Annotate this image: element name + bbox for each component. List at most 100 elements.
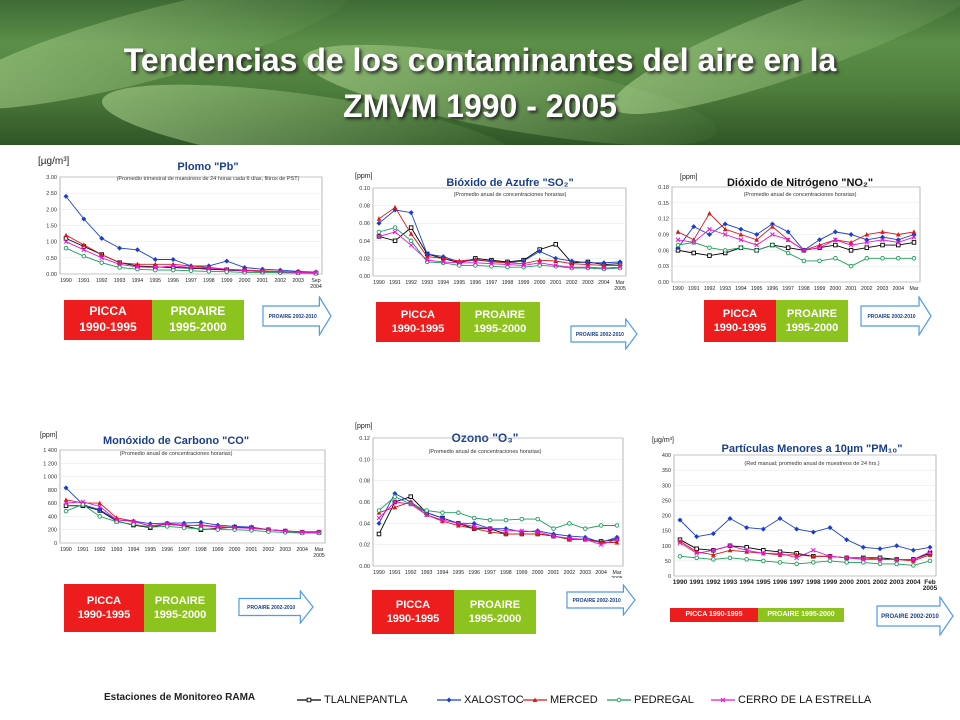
x-tick-label: 1993 xyxy=(719,286,731,292)
data-point xyxy=(911,234,917,240)
x-tick-label: 2002 xyxy=(263,547,275,553)
data-point xyxy=(535,531,540,536)
data-point xyxy=(848,248,854,253)
series-line xyxy=(679,517,931,551)
proaire-2002-2010-arrow: PROAIRE 2002-2010 xyxy=(262,296,332,336)
data-point xyxy=(521,258,527,264)
legend-item-pedregal: PEDREGAL xyxy=(606,694,694,706)
data-point xyxy=(532,697,538,703)
legend-item-xalostoc: XALOSTOC xyxy=(436,694,524,706)
data-point xyxy=(722,248,728,253)
x-tick-label: 1992 xyxy=(704,286,716,292)
data-point xyxy=(487,517,493,523)
data-point xyxy=(675,237,681,243)
x-tick-label: 1997 xyxy=(178,547,190,553)
data-point xyxy=(503,517,509,523)
data-point xyxy=(63,497,69,502)
x-tick-label: 1996 xyxy=(167,278,179,284)
data-point xyxy=(833,255,838,261)
x-tick-label: 1996 xyxy=(161,547,173,553)
data-point xyxy=(519,516,525,522)
data-point xyxy=(170,256,176,262)
data-point xyxy=(392,490,398,496)
x-tick-label: 1999 xyxy=(518,280,530,286)
series-line xyxy=(677,228,915,251)
data-point xyxy=(744,557,749,562)
data-point xyxy=(827,558,833,564)
chart-pm10: Partículas Menores a 10µm "PM₁₀" (Red man… xyxy=(652,437,938,592)
proaire-box: PROAIRE 1995-2000 xyxy=(144,584,216,632)
data-point xyxy=(440,259,446,265)
arrow-label: PROAIRE 2002-2010 xyxy=(247,605,295,611)
y-tick-label: 0.06 xyxy=(359,221,370,227)
series-line xyxy=(378,206,620,266)
data-point xyxy=(503,526,509,532)
data-point xyxy=(754,237,759,242)
data-point xyxy=(215,524,221,530)
data-point xyxy=(911,563,916,568)
unit-label: [ppm] xyxy=(40,432,58,439)
data-point xyxy=(582,536,588,542)
arrow-shape xyxy=(876,596,954,636)
data-point xyxy=(844,555,850,561)
data-point xyxy=(675,229,681,234)
x-tick-label: 1997 xyxy=(484,570,496,576)
data-point xyxy=(677,540,683,546)
chart-subtitle: (Promedio trimestral de muestreos de 24 … xyxy=(117,176,300,182)
x-tick-label: 2001 xyxy=(246,547,258,553)
data-point xyxy=(440,255,446,261)
data-point xyxy=(408,242,414,248)
legend-title: Estaciones de Monitoreo RAMA xyxy=(104,692,256,703)
data-point xyxy=(131,519,136,525)
data-point xyxy=(97,507,103,513)
data-point xyxy=(691,250,696,256)
data-point xyxy=(927,558,933,564)
series-cerro-de-la-estrella xyxy=(677,540,933,562)
chart-title: Dióxido de Nitrógeno "NO₂" xyxy=(727,177,873,189)
data-point xyxy=(471,526,477,531)
data-point xyxy=(376,520,382,526)
x-tick-label: 1990 xyxy=(60,278,72,284)
x-tick-label: Mar xyxy=(910,286,919,292)
y-tick-label: 350 xyxy=(662,468,671,474)
x-tick-label: 1994 xyxy=(735,286,747,292)
arrow-label: PROAIRE 2002-2010 xyxy=(867,314,915,320)
data-point xyxy=(97,514,102,519)
data-point xyxy=(785,237,791,243)
x-tick-label: 2003 xyxy=(279,547,291,553)
chart-title: Bióxido de Azufre "SO₂" xyxy=(446,177,573,189)
y-tick-label: 2.00 xyxy=(46,207,57,213)
x-tick-label: 1993 xyxy=(421,570,433,576)
data-point xyxy=(282,528,288,534)
data-point xyxy=(164,524,170,529)
series-line xyxy=(378,501,618,546)
data-point xyxy=(722,226,728,232)
data-point xyxy=(170,267,176,273)
data-point xyxy=(895,240,901,245)
data-point xyxy=(691,240,697,245)
data-point xyxy=(817,237,823,243)
data-point xyxy=(446,697,452,703)
data-point xyxy=(456,260,462,266)
chart-title: Monóxido de Carbono "CO" xyxy=(103,435,249,447)
y-tick-label: 0.00 xyxy=(359,564,370,570)
y-tick-label: 0.02 xyxy=(359,256,370,262)
data-point xyxy=(894,561,899,567)
data-point xyxy=(707,226,712,232)
x-tick-label: 1991 xyxy=(389,570,401,576)
y-tick-label: 0.08 xyxy=(359,204,370,210)
legend-swatch xyxy=(607,697,631,703)
data-point xyxy=(299,530,305,535)
data-point xyxy=(424,512,429,518)
data-point xyxy=(754,248,759,253)
data-point xyxy=(376,234,382,239)
data-point xyxy=(535,516,540,522)
x-tick-label: 1993 xyxy=(114,278,126,284)
y-tick-label: 200 xyxy=(662,514,671,520)
proaire-box: PROAIRE 1995-2000 xyxy=(152,300,244,340)
data-point xyxy=(848,242,854,248)
data-point xyxy=(832,237,838,243)
data-point xyxy=(505,264,510,270)
chart-so2: Bióxido de Azufre "SO₂" (Promedio anual d… xyxy=(355,173,627,292)
